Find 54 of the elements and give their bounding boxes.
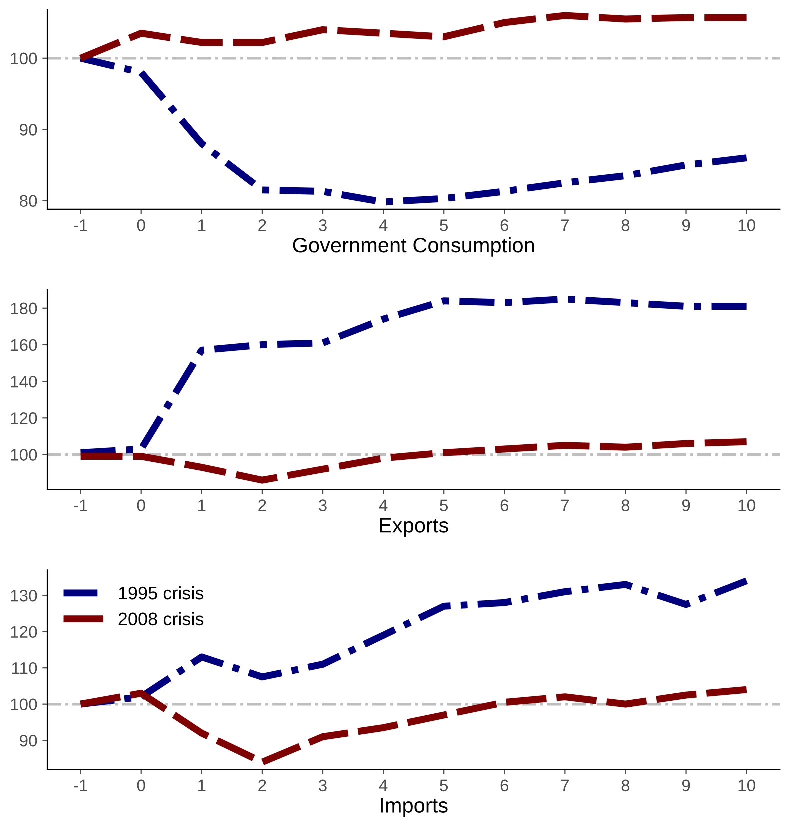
x-tick-label: 5 [440,780,448,792]
x-tick-label: 2 [258,500,266,512]
x-tick-label: 6 [500,500,509,512]
y-tick-label: 120 [11,412,38,424]
x-tick-label: 3 [319,500,327,512]
legend-label: 1995 crisis [119,586,204,600]
x-axis-title: Imports [381,798,448,818]
x-tick-label: 4 [379,780,388,792]
y-tick-label: 120 [11,626,38,638]
y-tick-label: 140 [11,376,38,388]
y-tick-label: 110 [12,662,38,674]
x-tick-label: 6 [500,220,509,232]
x-tick-label: 10 [738,780,756,792]
y-tick-label: 180 [11,302,38,315]
x-tick-label: 2 [258,780,266,792]
y-tick-label: 100 [11,449,38,461]
x-axis-title: Government Consumption [293,237,534,257]
x-tick-label: 7 [561,500,569,512]
x-tick-label: 9 [682,220,690,232]
x-tick-label: 8 [622,500,630,512]
x-tick-label: 0 [137,220,146,232]
x-tick-label: 9 [682,500,690,512]
x-tick-label: 4 [379,500,388,512]
x-tick-label: 6 [500,780,509,792]
y-tick-label: 80 [20,195,38,208]
x-tick-label: 10 [738,220,756,232]
x-tick-label: 2 [258,220,266,232]
y-tick-label: 100 [11,52,38,65]
y-tick-label: 130 [11,590,38,602]
legend-label: 2008 crisis [118,612,204,626]
x-tick-label: 4 [379,220,388,232]
x-tick-label: 1 [198,500,206,512]
x-tick-label: 8 [622,780,630,792]
y-tick-label: 90 [20,124,38,136]
y-tick-label: 160 [11,339,38,352]
x-tick-label: 9 [682,780,690,792]
x-tick-label: 3 [319,220,327,232]
x-tick-label: 0 [137,780,146,792]
x-tick-label: 0 [137,500,146,512]
x-tick-label: 7 [561,220,569,232]
x-tick-label: 5 [440,220,448,232]
x-tick-label: 7 [561,780,569,792]
x-tick-label: 5 [440,500,448,512]
x-tick-label: 1 [198,780,206,792]
x-tick-label: -1 [74,500,88,512]
y-tick-label: 90 [20,734,38,747]
y-tick-label: 100 [11,698,38,711]
x-tick-label: 1 [198,220,206,232]
x-tick-label: -1 [74,220,88,232]
x-tick-label: -1 [74,780,88,792]
x-tick-label: 10 [738,500,756,512]
x-tick-label: 8 [622,220,630,232]
x-axis-title: Exports [380,518,448,537]
x-tick-label: 3 [319,780,327,792]
